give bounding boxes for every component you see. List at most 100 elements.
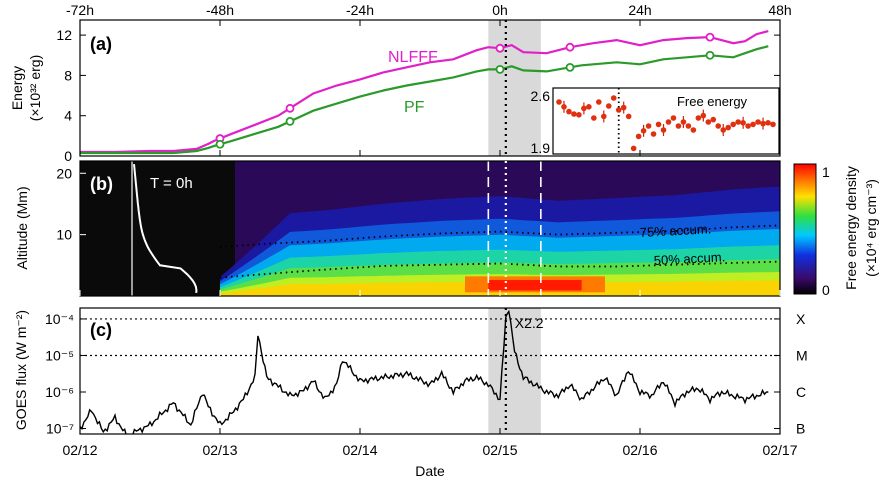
panel-b-frame	[79, 160, 781, 297]
pf-marker	[705, 50, 715, 60]
inset-point	[581, 105, 587, 112]
panel-c-label: (c)	[90, 320, 112, 340]
flare-label: X2.2	[515, 315, 544, 331]
time-annotation: T = 0h	[150, 175, 193, 192]
pf-marker	[565, 62, 575, 72]
colorbar-unit: (×10⁴ erg cm⁻³)	[863, 179, 879, 277]
top-xtick-label: 48h	[768, 2, 791, 18]
contour-75-label: 75% accum.	[639, 221, 711, 240]
pf-marker	[285, 117, 295, 126]
inset-point	[725, 124, 732, 131]
inset-point	[566, 108, 572, 115]
inset-point	[670, 115, 677, 121]
flare-shade-c	[488, 308, 541, 434]
top-xtick-label: 24h	[628, 2, 651, 18]
inset-point	[685, 123, 692, 129]
pf-marker	[495, 64, 505, 74]
inset-point	[710, 116, 717, 123]
inset-point	[690, 127, 697, 133]
inset-point	[755, 119, 761, 125]
energy-ytick-label: 8	[64, 67, 72, 83]
panel-a-label: (a)	[90, 34, 112, 54]
inset-point	[730, 121, 736, 128]
date-xtick-label: 02/13	[202, 442, 237, 458]
nlfff-marker	[565, 42, 575, 52]
inset-point	[770, 121, 776, 128]
colorbar-label: Free energy density	[843, 166, 859, 290]
inset-point	[625, 113, 632, 120]
inset-point	[600, 113, 607, 120]
goes-ytick-label: 10⁻⁴	[45, 311, 74, 327]
inset-point	[620, 104, 627, 111]
inset-point	[680, 119, 687, 125]
nlfff-marker	[495, 43, 505, 53]
date-xtick-label: 02/17	[762, 442, 797, 458]
inset-point	[715, 123, 722, 129]
date-xlabel: Date	[415, 463, 445, 479]
altitude-ylabel: Altitude (Mm)	[14, 186, 30, 269]
inset-point	[556, 99, 562, 105]
inset-point	[750, 121, 756, 128]
top-xtick-label: 0h	[492, 2, 508, 18]
inset-ytick-top: 2.6	[531, 88, 551, 104]
inset-point	[705, 119, 712, 125]
inset-ytick-bottom: 1.9	[531, 140, 551, 156]
free-energy-inset: Free energy 2.6 1.9	[531, 87, 780, 156]
inset-point	[615, 107, 622, 113]
panel-a-frame	[79, 19, 781, 157]
inset-point	[591, 115, 597, 121]
inset-point	[586, 104, 592, 110]
nlfff-series-label: NLFFF	[388, 49, 438, 66]
energy-ylabel: Energy	[9, 66, 25, 110]
inset-point	[720, 127, 727, 133]
inset-point	[700, 112, 707, 119]
colorbar-tick-min: 0	[822, 282, 830, 298]
goes-ytick-label: 10⁻⁶	[45, 384, 74, 400]
energy-ytick-label: 12	[56, 27, 72, 43]
panel-c-frame	[79, 307, 781, 435]
inset-point	[640, 128, 647, 134]
nlfff-marker	[705, 32, 715, 42]
series-pf-line	[80, 45, 769, 155]
top-xtick-label: -24h	[346, 2, 374, 18]
energy-ylabel-unit: (×10³² erg)	[27, 55, 43, 122]
goes-class-label: X	[796, 311, 806, 327]
energy-ytick-label: 0	[64, 148, 72, 164]
inset-point	[675, 123, 682, 129]
goes-class-label: C	[796, 384, 806, 400]
heatmap-peak-core	[488, 280, 582, 291]
inset-point	[605, 103, 612, 109]
inset-point	[610, 95, 617, 101]
date-xtick-label: 02/12	[62, 442, 97, 458]
date-xtick-label: 02/15	[482, 442, 517, 458]
inset-point	[650, 131, 657, 137]
inset-title: Free energy	[677, 94, 748, 109]
inset-point	[745, 123, 751, 129]
inset-point	[660, 127, 667, 133]
inset-point	[665, 119, 672, 125]
top-xtick-label: -48h	[206, 2, 234, 18]
panel-c: 10⁻⁴ 10⁻⁵ 10⁻⁶ 10⁻⁷ X M C B (c) X2.2 GOES flux…	[13, 307, 808, 437]
altitude-ytick-label: 10	[56, 227, 72, 243]
inset-point	[740, 120, 746, 126]
goes-ylabel: GOES flux (W m⁻²)	[13, 310, 29, 430]
inset-point	[576, 112, 582, 118]
inset-point	[596, 99, 602, 105]
pf-marker	[215, 139, 225, 149]
altitude-ytick-label: 20	[56, 165, 72, 181]
altitude-profile-curve	[133, 164, 198, 293]
series-nlfff-line	[80, 30, 769, 154]
colorbar-tick-max: 1	[822, 164, 830, 180]
inset-point	[735, 119, 741, 125]
inset-point	[765, 120, 771, 126]
inset-point	[645, 123, 652, 129]
top-xtick-label: -72h	[66, 2, 94, 18]
inset-point	[630, 145, 637, 152]
inset-point	[571, 111, 577, 117]
goes-flux-line	[80, 309, 769, 434]
pf-series-label: PF	[404, 99, 425, 116]
inset-point	[760, 120, 766, 127]
date-xtick-label: 02/16	[622, 442, 657, 458]
